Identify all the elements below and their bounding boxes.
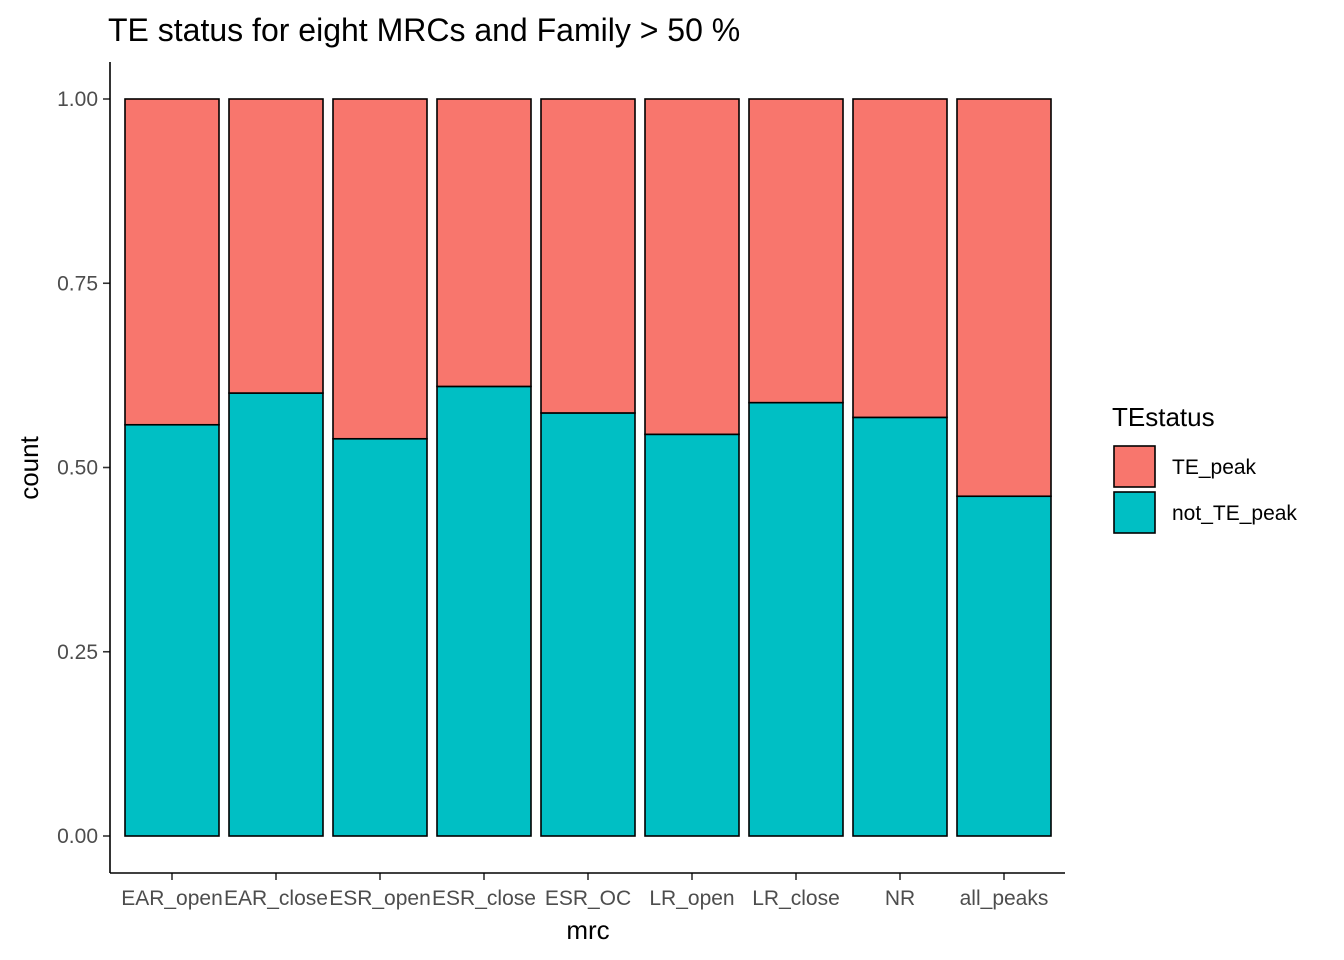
y-tick-label: 0.00 (57, 825, 98, 848)
x-tick-label: EAR_open (121, 887, 223, 910)
legend-title: TEstatus (1112, 402, 1215, 432)
y-tick-label: 1.00 (57, 88, 98, 111)
chart-title: TE status for eight MRCs and Family > 50… (108, 12, 740, 48)
bars-group (124, 98, 1052, 837)
x-tick-label: LR_open (649, 887, 734, 910)
legend-items: TE_peak not_TE_peak (1113, 445, 1297, 534)
bar-TE_peak-ESR_open (332, 98, 428, 440)
x-tick-label: ESR_OC (545, 887, 631, 910)
bar-TE_peak-ESR_OC (540, 98, 636, 414)
x-tick-label: ESR_open (329, 887, 431, 910)
x-tick-label: all_peaks (960, 887, 1049, 910)
bar-not_TE_peak-ESR_close (436, 385, 532, 837)
bar-TE_peak-EAR_close (228, 98, 324, 394)
y-tick-label: 0.75 (57, 272, 98, 295)
y-tick-label: 0.50 (57, 457, 98, 480)
bar-TE_peak-LR_close (748, 98, 844, 404)
x-tick-label: LR_close (752, 887, 840, 910)
legend-label-TE_peak: TE_peak (1172, 456, 1257, 479)
legend-label-not_TE_peak: not_TE_peak (1172, 502, 1297, 525)
bar-TE_peak-all_peaks (956, 98, 1052, 498)
legend-key-TE_peak (1113, 445, 1156, 488)
bar-not_TE_peak-ESR_open (332, 437, 428, 837)
y-tick-label: 0.25 (57, 641, 98, 664)
x-axis-ticks: EAR_open EAR_close ESR_open ESR_close ESR_OC… (121, 873, 1048, 910)
bar-TE_peak-EAR_open (124, 98, 220, 426)
bar-TE_peak-NR (852, 98, 948, 419)
bar-TE_peak-LR_open (644, 98, 740, 436)
bar-not_TE_peak-ESR_OC (540, 412, 636, 837)
bar-not_TE_peak-all_peaks (956, 495, 1052, 837)
y-axis-ticks: 0.00 0.25 0.50 0.75 1.00 (57, 88, 110, 848)
x-axis-title: mrc (566, 915, 609, 945)
legend-key-not_TE_peak (1113, 491, 1156, 534)
bar-TE_peak-ESR_close (436, 98, 532, 388)
x-tick-label: ESR_close (432, 887, 536, 910)
bar-not_TE_peak-LR_open (644, 433, 740, 837)
bar-not_TE_peak-EAR_close (228, 392, 324, 837)
x-tick-label: NR (885, 887, 915, 910)
legend: TEstatus TE_peak not_TE_peak (1112, 402, 1297, 534)
y-axis-title: count (14, 435, 44, 499)
x-tick-label: EAR_close (224, 887, 328, 910)
bar-not_TE_peak-LR_close (748, 401, 844, 837)
bar-not_TE_peak-EAR_open (124, 423, 220, 837)
bar-not_TE_peak-NR (852, 416, 948, 837)
